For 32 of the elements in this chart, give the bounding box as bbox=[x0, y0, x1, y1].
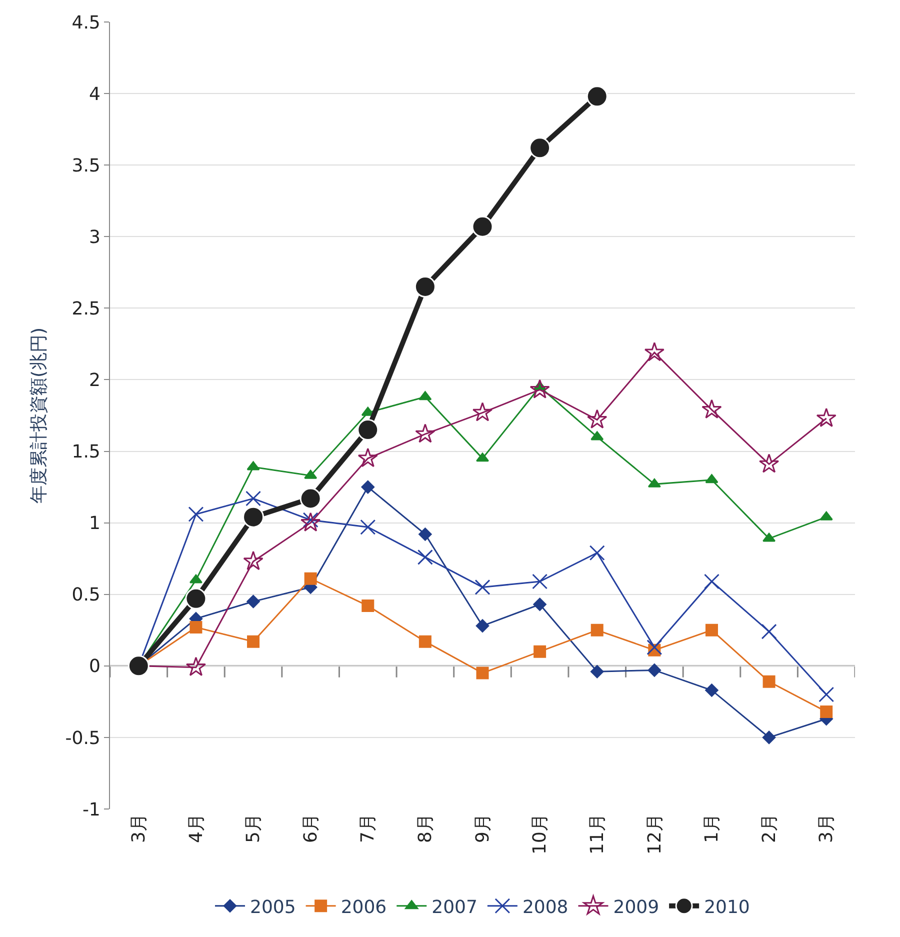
legend-label: 2005 bbox=[250, 896, 296, 918]
y-tick-label: 0.5 bbox=[72, 584, 100, 606]
x-tick-label: 6月 bbox=[300, 814, 322, 844]
y-tick-label: 4.5 bbox=[72, 12, 100, 34]
y-tick-label: 1.5 bbox=[72, 442, 100, 463]
x-tick-label: 2月 bbox=[758, 814, 780, 844]
y-tick-label: -1 bbox=[82, 799, 100, 820]
y-tick-label: 0 bbox=[88, 656, 100, 678]
y-tick-label: 1 bbox=[88, 513, 100, 534]
x-tick-label: 5月 bbox=[243, 814, 264, 844]
x-tick-label: 9月 bbox=[472, 814, 494, 844]
y-tick-label: 2.5 bbox=[72, 298, 100, 320]
y-tick-label: 2 bbox=[88, 370, 100, 392]
y-axis-title: 年度累計投資額(兆円) bbox=[28, 327, 50, 504]
x-tick-label: 11月 bbox=[586, 814, 608, 855]
x-tick-label: 12月 bbox=[644, 814, 666, 855]
legend-label: 2007 bbox=[432, 896, 478, 918]
legend-label: 2010 bbox=[704, 896, 750, 918]
y-tick-label: -0.5 bbox=[65, 728, 100, 749]
x-tick-label: 3月 bbox=[816, 814, 838, 844]
legend-label: 2009 bbox=[613, 896, 660, 918]
y-tick-label: 3.5 bbox=[72, 155, 100, 176]
legend-label: 2008 bbox=[522, 896, 568, 918]
y-tick-label: 4 bbox=[88, 84, 100, 105]
x-tick-label: 3月 bbox=[128, 814, 150, 844]
x-tick-label: 7月 bbox=[358, 814, 379, 844]
x-tick-label: 8月 bbox=[415, 814, 436, 844]
x-tick-label: 4月 bbox=[186, 814, 207, 844]
x-tick-label: 1月 bbox=[702, 814, 723, 844]
x-tick-label: 10月 bbox=[530, 814, 551, 855]
y-tick-label: 3 bbox=[88, 226, 100, 248]
legend-label: 2006 bbox=[340, 896, 387, 918]
